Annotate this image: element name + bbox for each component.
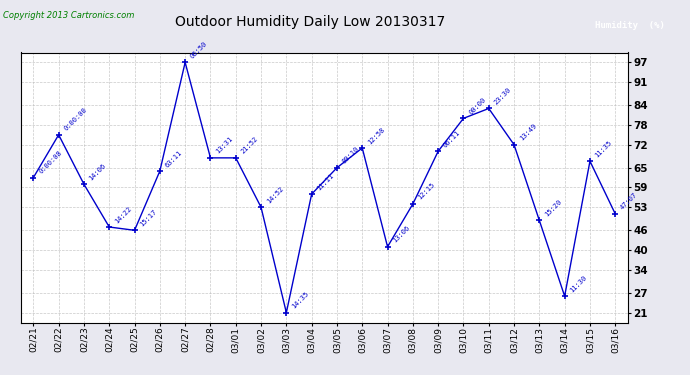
Text: 12:58: 12:58: [366, 126, 386, 145]
Text: 11:35: 11:35: [594, 139, 613, 158]
Text: 13:31: 13:31: [215, 136, 234, 155]
Text: 21:52: 21:52: [240, 136, 259, 155]
Text: Outdoor Humidity Daily Low 20130317: Outdoor Humidity Daily Low 20130317: [175, 15, 446, 29]
Text: 06:50: 06:50: [189, 40, 208, 60]
Text: 14:52: 14:52: [265, 185, 284, 204]
Text: 0:00:00: 0:00:00: [63, 107, 88, 132]
Text: 11:30: 11:30: [569, 274, 588, 293]
Text: 14:22: 14:22: [113, 205, 132, 224]
Text: 11:11: 11:11: [316, 172, 335, 191]
Text: 14:35: 14:35: [290, 291, 310, 310]
Text: Humidity  (%): Humidity (%): [595, 21, 664, 30]
Text: 15:17: 15:17: [139, 208, 158, 228]
Text: 06:11: 06:11: [442, 129, 462, 149]
Text: 00:00: 00:00: [468, 96, 487, 116]
Text: 47:07: 47:07: [620, 192, 639, 211]
Text: 14:06: 14:06: [88, 162, 108, 182]
Text: 13:06: 13:06: [392, 225, 411, 244]
Text: 80:10: 80:10: [341, 146, 360, 165]
Text: 63:11: 63:11: [164, 149, 184, 168]
Text: 23:30: 23:30: [493, 86, 512, 106]
Text: 13:49: 13:49: [518, 123, 538, 142]
Text: 0:00:08: 0:00:08: [37, 150, 63, 175]
Text: Copyright 2013 Cartronics.com: Copyright 2013 Cartronics.com: [3, 11, 135, 20]
Text: 15:20: 15:20: [544, 198, 563, 217]
Text: 12:15: 12:15: [417, 182, 436, 201]
